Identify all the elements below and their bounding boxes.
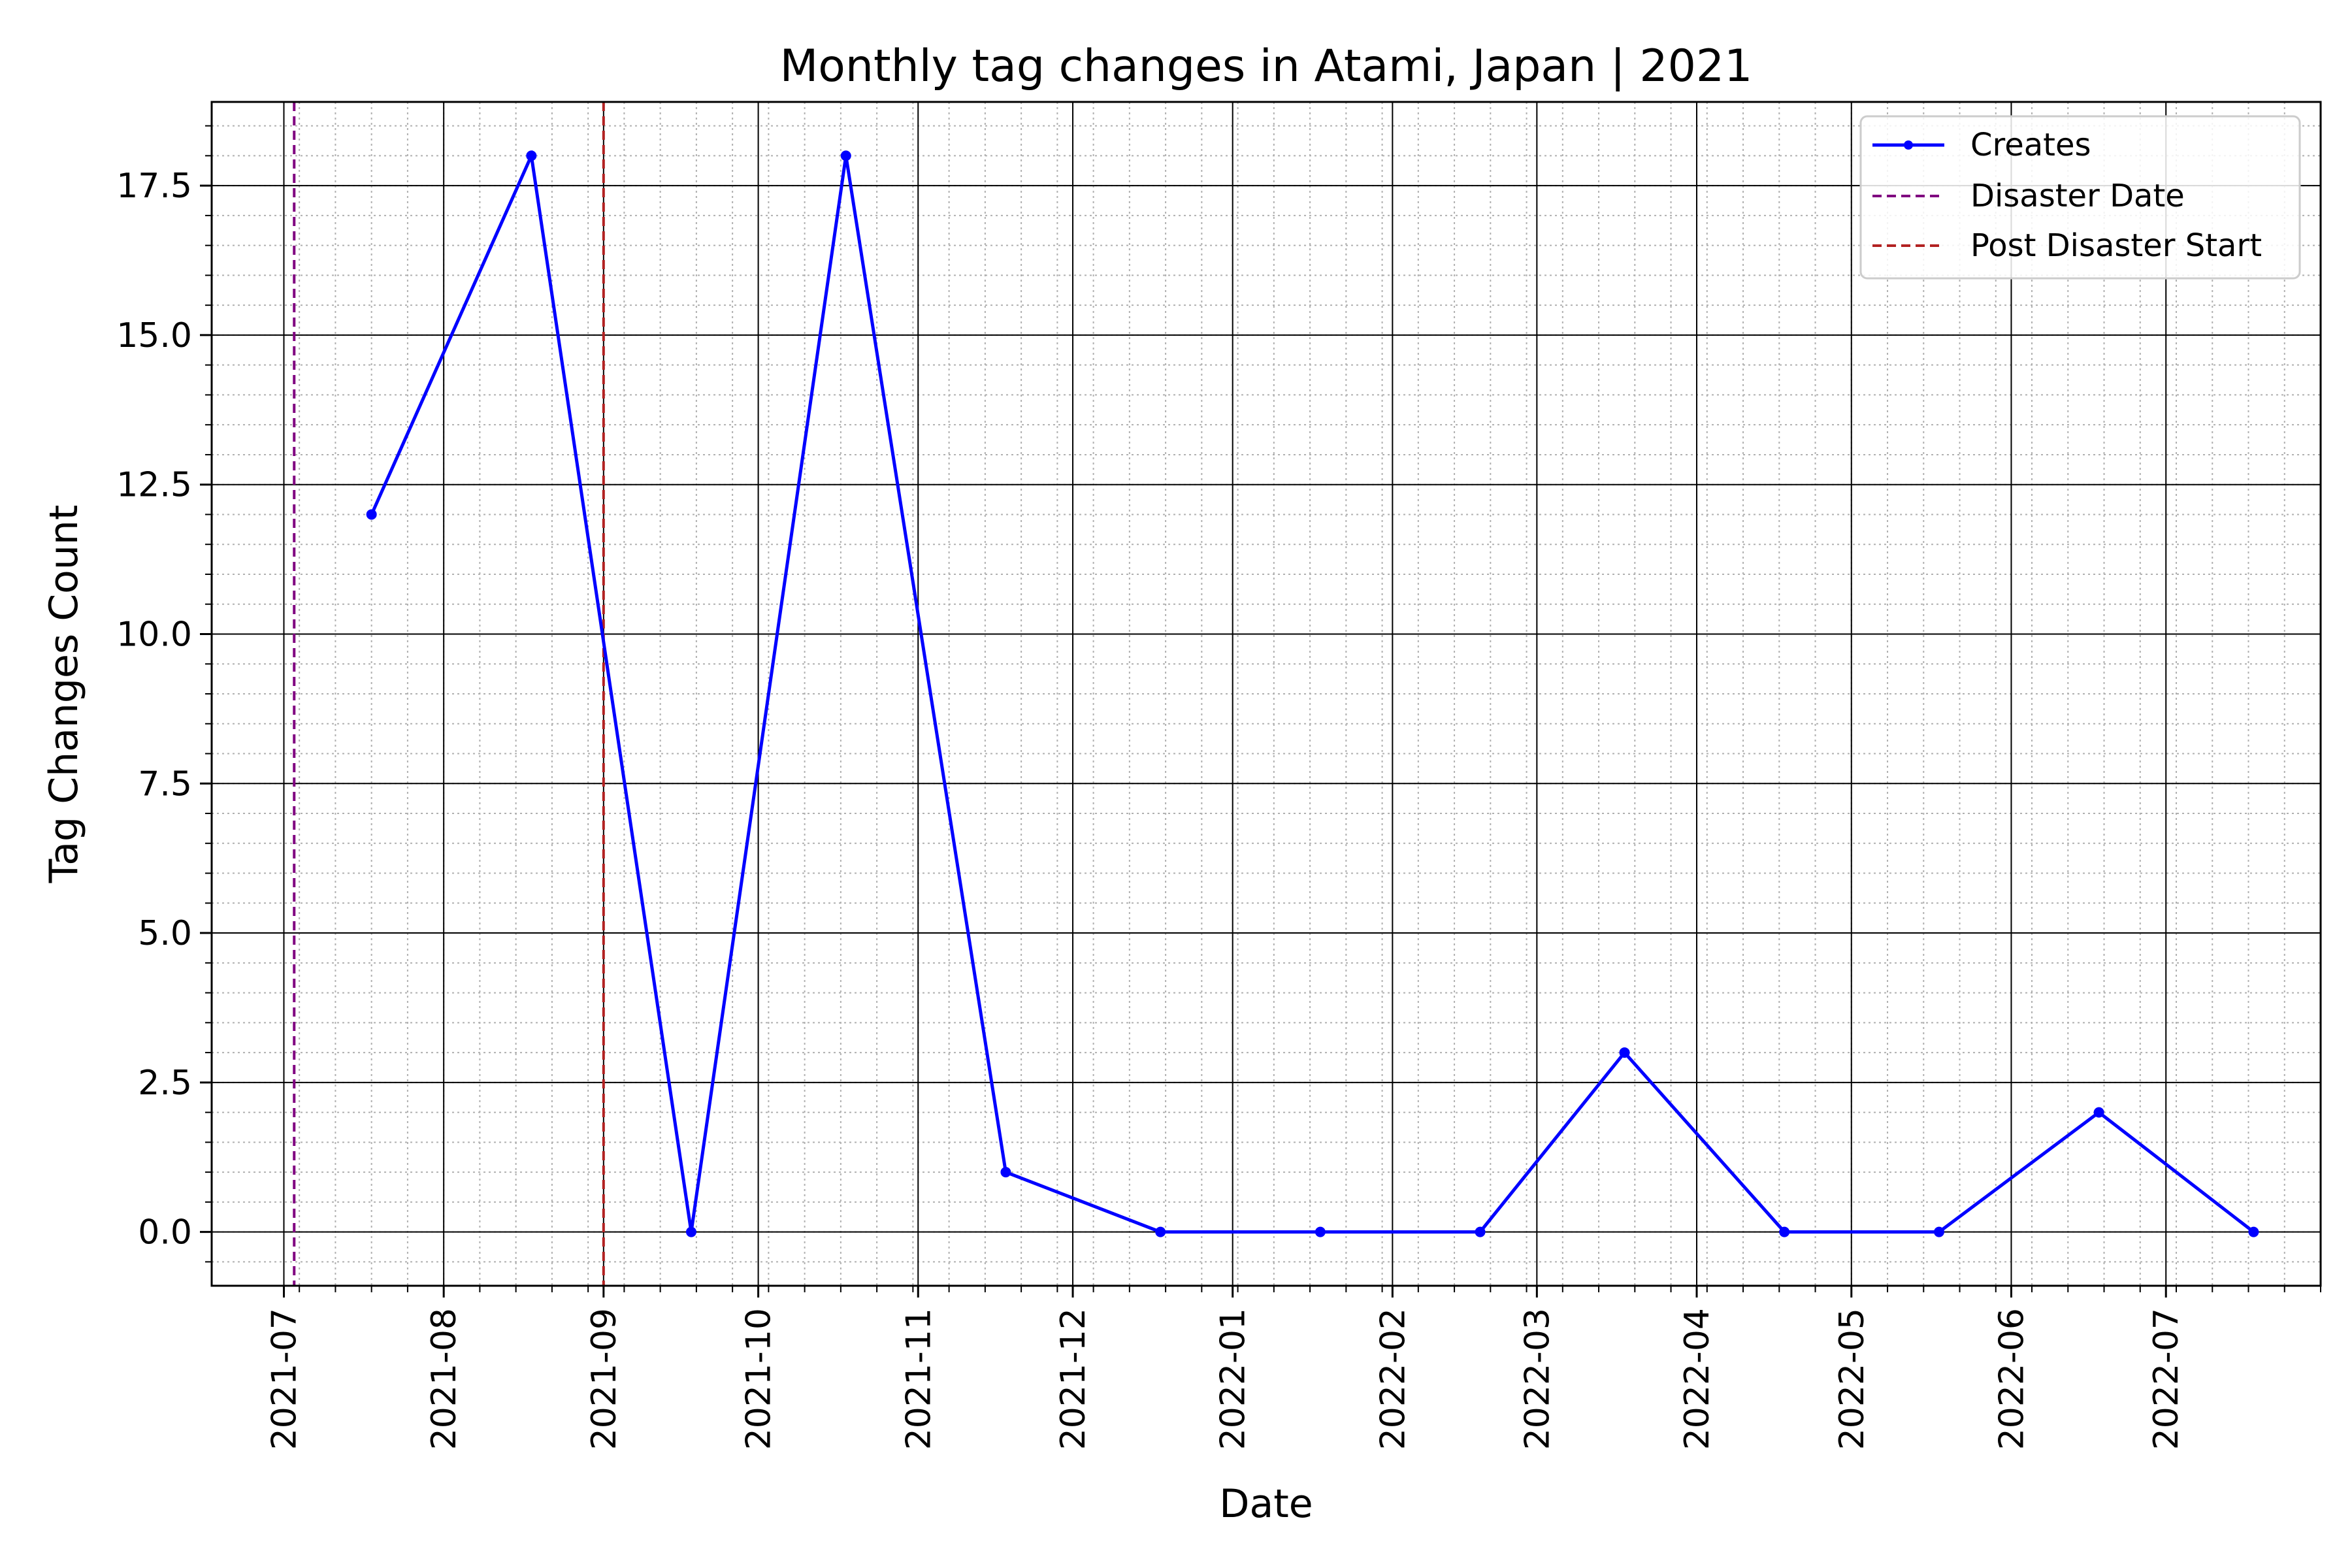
- y-tick-label: 5.0: [138, 914, 192, 953]
- data-point: [366, 509, 377, 520]
- data-point: [840, 150, 851, 161]
- axis-ticks: 2021-07 2021-08 2021-09 2021-10 2021-11 2021-…: [116, 125, 2321, 1450]
- data-point: [1475, 1226, 1486, 1237]
- x-tick-label: 2021-10: [740, 1308, 779, 1450]
- y-tick-label: 12.5: [116, 466, 192, 505]
- x-tick-label: 2022-01: [1214, 1308, 1253, 1450]
- reference-lines: [293, 102, 605, 1286]
- y-tick-label: 0.0: [138, 1213, 192, 1252]
- x-tick-label: 2022-02: [1373, 1308, 1413, 1450]
- data-point: [2248, 1226, 2259, 1237]
- x-tick-label: 2022-05: [1833, 1308, 1872, 1450]
- x-tick-label: 2021-08: [425, 1308, 464, 1450]
- legend-marker-creates: [1904, 140, 1913, 150]
- y-tick-label: 17.5: [116, 167, 192, 206]
- data-point: [526, 150, 537, 161]
- legend-label-post-disaster-start: Post Disaster Start: [1970, 227, 2262, 264]
- data-point: [1619, 1047, 1630, 1058]
- data-point: [1000, 1167, 1011, 1178]
- data-point: [2093, 1107, 2104, 1118]
- legend-label-creates: Creates: [1970, 127, 2091, 163]
- legend-box: [1859, 115, 2301, 280]
- x-tick-label: 2022-03: [1518, 1308, 1557, 1450]
- grid: [212, 102, 2321, 1286]
- data-point: [685, 1226, 696, 1237]
- x-tick-label: 2021-09: [585, 1308, 624, 1450]
- y-tick-label: 15.0: [116, 316, 192, 355]
- series: [366, 150, 2259, 1237]
- data-point: [1779, 1226, 1790, 1237]
- y-tick-label: 7.5: [138, 764, 192, 804]
- x-tick-label: 2022-07: [2147, 1308, 2186, 1450]
- data-point: [1933, 1226, 1944, 1237]
- legend-label-disaster-date: Disaster Date: [1970, 178, 2185, 214]
- legend: Creates Disaster Date Post Disaster Star…: [1859, 115, 2301, 280]
- data-point: [1155, 1226, 1166, 1237]
- x-tick-label: 2021-07: [265, 1308, 304, 1450]
- x-axis-label: Date: [1219, 1481, 1313, 1527]
- data-point: [1315, 1226, 1326, 1237]
- y-tick-label: 10.0: [116, 615, 192, 654]
- x-tick-label: 2022-06: [1992, 1308, 2031, 1450]
- chart-title: Monthly tag changes in Atami, Japan | 20…: [780, 41, 1753, 92]
- y-axis-label: Tag Changes Count: [41, 505, 87, 884]
- x-tick-label: 2021-11: [899, 1308, 938, 1450]
- x-tick-label: 2022-04: [1678, 1308, 1717, 1450]
- x-tick-label: 2021-12: [1054, 1308, 1093, 1450]
- y-tick-label: 2.5: [138, 1064, 192, 1103]
